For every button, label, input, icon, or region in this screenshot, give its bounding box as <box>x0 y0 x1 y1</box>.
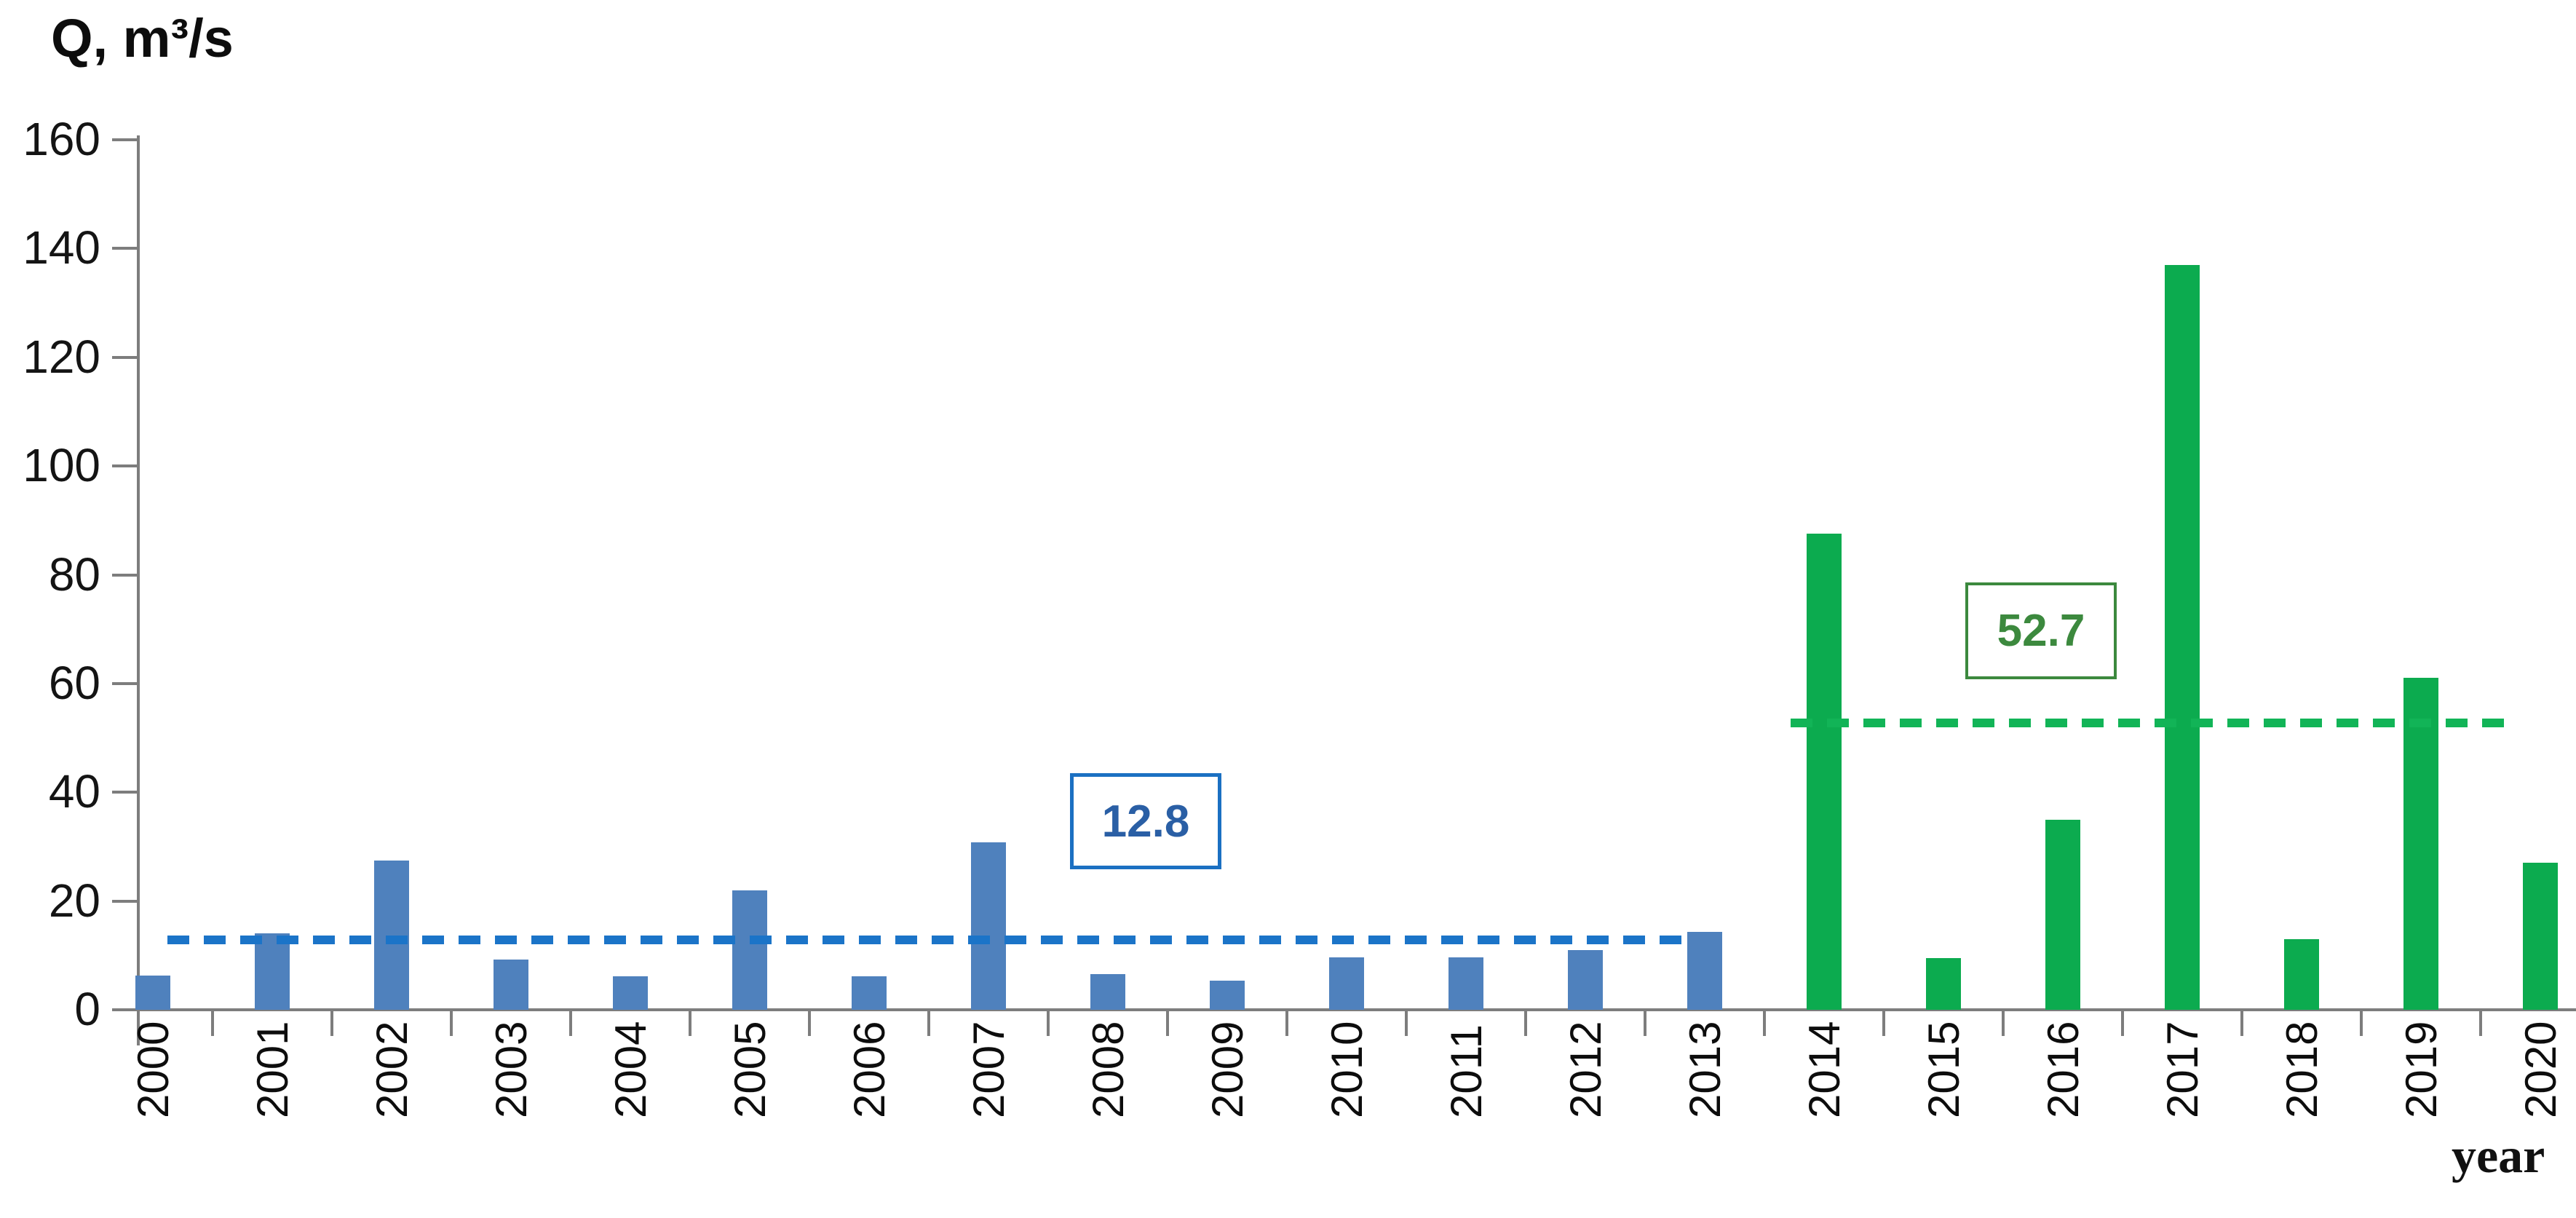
bar-2012 <box>1568 949 1603 1010</box>
bar-2013 <box>1687 932 1722 1010</box>
x-tick-label-2006: 2006 <box>845 1021 894 1118</box>
mean-value-text-blue: 12.8 <box>1101 796 1190 847</box>
y-tick-label: 100 <box>23 439 100 492</box>
y-tick <box>112 247 140 250</box>
y-tick-label: 0 <box>74 983 100 1035</box>
x-tick <box>808 1011 811 1036</box>
x-tick-label-2016: 2016 <box>2039 1021 2088 1118</box>
x-tick <box>2240 1011 2243 1036</box>
x-tick-label-2008: 2008 <box>1084 1021 1133 1118</box>
x-tick <box>1047 1011 1050 1036</box>
y-tick-label: 140 <box>23 221 100 274</box>
y-tick-label: 60 <box>48 656 100 709</box>
x-tick-label-2009: 2009 <box>1203 1021 1252 1118</box>
mean-value-label-2014-2020: 52.7 <box>1965 582 2117 679</box>
x-axis-baseline <box>114 1008 2576 1011</box>
bar-2009 <box>1210 981 1245 1010</box>
x-tick-label-2007: 2007 <box>964 1021 1013 1118</box>
bar-2014 <box>1807 534 1842 1010</box>
y-tick-label: 120 <box>23 330 100 383</box>
bar-2008 <box>1090 973 1125 1010</box>
y-tick-label: 40 <box>48 765 100 818</box>
x-tick-label-2014: 2014 <box>1800 1021 1849 1118</box>
x-tick <box>569 1011 572 1036</box>
x-tick-label-2015: 2015 <box>1919 1021 1968 1118</box>
y-tick <box>112 899 140 903</box>
x-tick <box>2121 1011 2124 1036</box>
x-tick-label-2017: 2017 <box>2158 1021 2207 1118</box>
y-tick <box>112 138 140 141</box>
bar-2010 <box>1329 957 1364 1010</box>
x-tick-label-2000: 2000 <box>129 1021 178 1118</box>
x-tick-label-2018: 2018 <box>2278 1021 2326 1118</box>
x-tick <box>1644 1011 1646 1036</box>
x-tick <box>2479 1011 2482 1036</box>
bar-2017 <box>2165 264 2200 1010</box>
x-tick-label-2020: 2020 <box>2516 1021 2565 1118</box>
mean-dashed-line-2000-2013 <box>167 936 1696 945</box>
bar-2011 <box>1448 957 1483 1010</box>
bar-2005 <box>732 890 767 1010</box>
x-tick-label-2012: 2012 <box>1561 1021 1610 1118</box>
x-tick-label-2004: 2004 <box>606 1021 655 1118</box>
x-tick-label-2019: 2019 <box>2397 1021 2446 1118</box>
y-tick <box>112 573 140 577</box>
bar-2004 <box>613 976 648 1010</box>
x-tick-label-2013: 2013 <box>1681 1021 1729 1118</box>
x-tick-label-2003: 2003 <box>487 1021 536 1118</box>
x-tick <box>1285 1011 1288 1036</box>
bar-2002 <box>374 860 409 1010</box>
x-tick <box>211 1011 214 1036</box>
mean-value-label-2000-2013: 12.8 <box>1070 773 1221 869</box>
x-tick-label-2001: 2001 <box>248 1021 297 1118</box>
y-tick-label: 20 <box>48 874 100 927</box>
bar-2001 <box>255 933 290 1010</box>
x-tick <box>1524 1011 1527 1036</box>
x-tick-label-2010: 2010 <box>1323 1021 1371 1118</box>
y-tick-label: 80 <box>48 547 100 601</box>
x-tick <box>330 1011 333 1036</box>
x-tick <box>927 1011 930 1036</box>
y-tick-label: 160 <box>23 113 100 165</box>
bar-2006 <box>852 976 887 1010</box>
y-tick <box>112 464 140 468</box>
x-tick <box>1166 1011 1169 1036</box>
y-axis-quantity-title: Q, m³/s <box>51 8 234 68</box>
y-tick <box>112 791 140 794</box>
x-tick-label-2005: 2005 <box>726 1021 774 1118</box>
bar-2019 <box>2403 678 2438 1010</box>
mean-value-text-green: 52.7 <box>1997 606 2085 656</box>
y-tick <box>112 681 140 685</box>
y-tick <box>112 1008 140 1011</box>
x-tick <box>2002 1011 2005 1036</box>
x-tick-label-2002: 2002 <box>368 1021 416 1118</box>
x-axis-title: year <box>2452 1128 2545 1183</box>
mean-dashed-line-2014-2020 <box>1791 719 2515 728</box>
x-tick <box>689 1011 691 1036</box>
x-tick-label-2011: 2011 <box>1442 1024 1491 1118</box>
bar-2000 <box>135 975 170 1010</box>
bar-2007 <box>971 842 1006 1010</box>
bar-2018 <box>2284 938 2319 1010</box>
y-tick <box>112 355 140 359</box>
bar-2003 <box>494 960 528 1010</box>
x-tick <box>1405 1011 1408 1036</box>
x-tick <box>2360 1011 2363 1036</box>
x-tick <box>1763 1011 1766 1036</box>
x-tick <box>1882 1011 1885 1036</box>
x-tick <box>450 1011 453 1036</box>
bar-2016 <box>2045 819 2080 1010</box>
bar-2020 <box>2523 863 2558 1010</box>
y-axis-line <box>137 135 140 1045</box>
bar-2015 <box>1926 958 1961 1010</box>
